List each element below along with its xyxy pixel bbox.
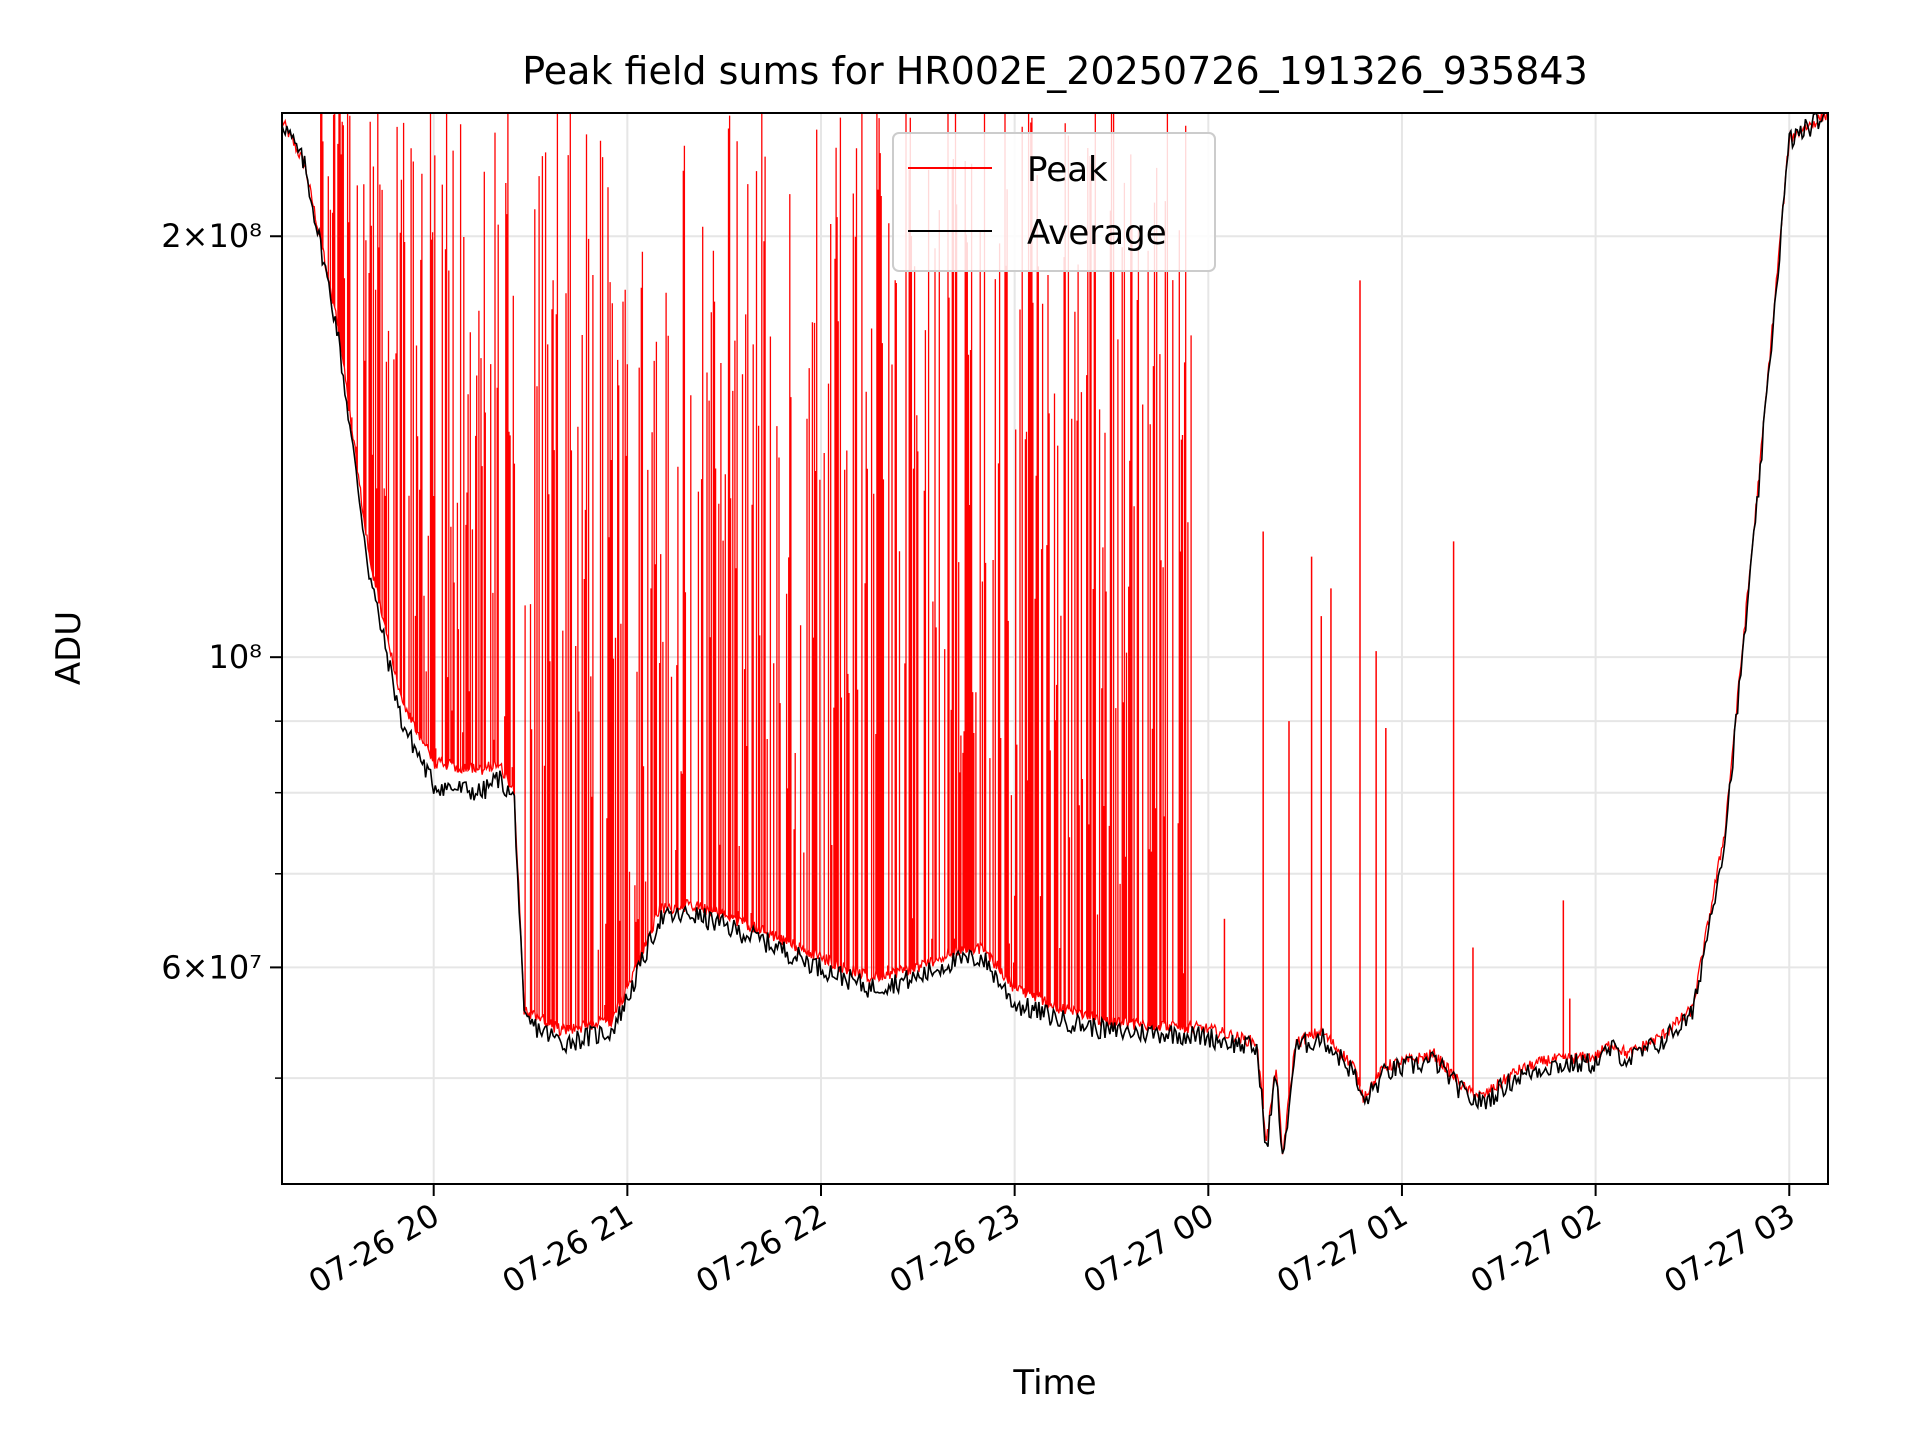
y-tick-label: 10⁸	[208, 638, 262, 676]
legend: Peak Average	[892, 132, 1216, 272]
y-axis-label: ADU	[49, 611, 89, 685]
y-tick-label: 6×10⁷	[161, 948, 262, 986]
legend-peak-label: Peak	[1027, 150, 1108, 190]
average-line	[282, 113, 1826, 1154]
legend-average-label: Average	[1027, 213, 1167, 253]
x-axis-label: Time	[1012, 1363, 1096, 1403]
chart-title: Peak field sums for HR002E_20250726_1913…	[522, 49, 1588, 93]
y-tick-label: 2×10⁸	[161, 217, 262, 255]
peak-line	[282, 113, 1828, 1155]
series-layer	[282, 113, 1828, 1155]
plot-frame	[281, 112, 1829, 1185]
plot-content	[282, 113, 1828, 1155]
y-axis: 6×10⁷ 10⁸ 2×10⁸	[161, 217, 282, 1079]
